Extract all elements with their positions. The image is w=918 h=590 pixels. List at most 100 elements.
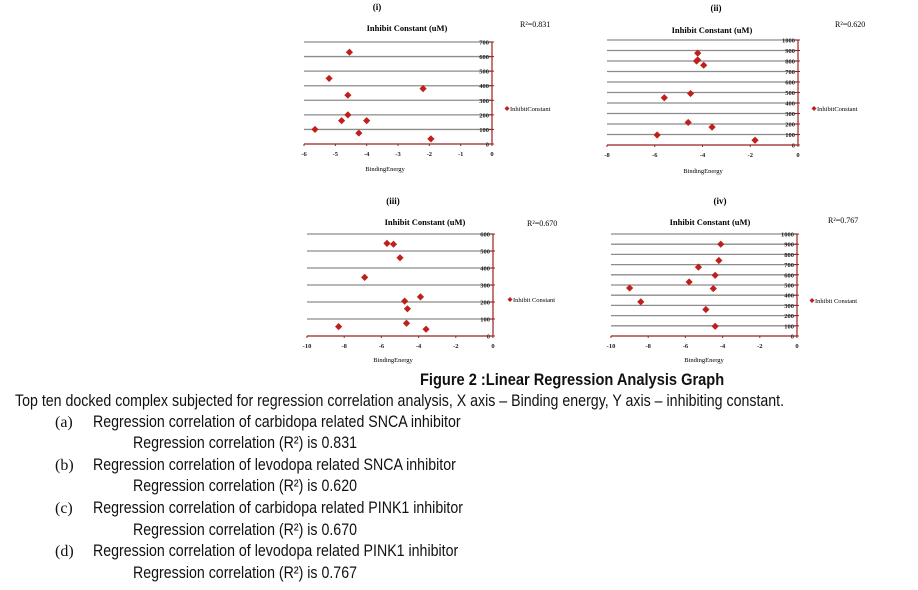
data-point (403, 305, 412, 313)
y-tick-label: 200 (480, 300, 490, 307)
figure-title: Figure 2 :Linear Regression Analysis Gra… (420, 370, 725, 389)
x-tick-label: -8 (645, 343, 651, 350)
x-tick-label: -10 (303, 343, 312, 350)
item-label: (b) (55, 457, 74, 474)
data-point (383, 239, 391, 247)
y-tick-label: 500 (785, 90, 795, 97)
y-tick-label: 200 (785, 122, 795, 129)
item-sub: Regression correlation (R²) is 0.620 (133, 477, 357, 495)
y-tick-label: 0 (487, 334, 490, 341)
item-label: (d) (55, 543, 74, 560)
x-tick-label: -2 (748, 152, 753, 159)
x-tick-label: -6 (301, 151, 307, 158)
y-tick-label: 400 (784, 293, 794, 300)
data-point (717, 240, 725, 248)
y-tick-label: 300 (479, 98, 489, 105)
x-tick-label: 0 (795, 343, 798, 350)
y-tick-label: 700 (479, 40, 489, 47)
x-tick-label: -1 (458, 151, 463, 158)
item-text: Regression correlation of levodopa relat… (93, 542, 459, 560)
y-tick-label: 900 (785, 48, 795, 55)
data-point (344, 111, 352, 119)
legend-marker (504, 106, 510, 111)
item-sub: Regression correlation (R²) is 0.767 (133, 564, 357, 582)
y-tick-label: 200 (479, 112, 489, 119)
x-tick-label: -4 (416, 343, 422, 350)
regression-charts: (i) Inhibit Constant (uM) R²=0.831 0 100 200 3… (301, 2, 865, 364)
data-point (345, 48, 354, 56)
y-tick-label: 1000 (781, 232, 794, 239)
chart-title: Inhibit Constant (uM) (367, 23, 448, 33)
data-point (694, 49, 702, 57)
x-axis-label: BindingEnergy (683, 168, 723, 175)
x-tick-label: -10 (607, 343, 616, 350)
y-tick-label: 0 (792, 143, 795, 150)
data-point (402, 319, 411, 327)
x-axis-label: BindingEnergy (373, 357, 413, 364)
data-point (325, 74, 333, 83)
legend-label: InhibitConstant (817, 106, 858, 113)
x-tick-label: -2 (757, 343, 762, 350)
data-point (637, 298, 645, 306)
data-point (685, 278, 693, 286)
x-tick-label: -6 (379, 343, 385, 350)
data-point (702, 305, 710, 314)
r2-value: R²=0.767 (828, 216, 858, 225)
item-text: Regression correlation of levodopa relat… (93, 456, 456, 474)
figure-description: Top ten docked complex subjected for reg… (15, 392, 785, 410)
panel-label: (iv) (714, 196, 727, 206)
y-tick-label: 400 (480, 266, 490, 273)
data-point (694, 263, 703, 271)
data-point (311, 125, 319, 134)
y-tick-label: 300 (784, 303, 794, 310)
y-tick-label: 100 (784, 323, 794, 330)
x-axis-label: BindingEnergy (365, 166, 405, 173)
y-tick-label: 300 (480, 283, 490, 290)
y-tick-label: 400 (479, 83, 489, 90)
x-tick-label: -2 (427, 151, 432, 158)
data-point (694, 56, 702, 64)
data-point (708, 123, 716, 131)
legend-label: Inhibit Constant (815, 298, 857, 305)
y-tick-label: 300 (785, 111, 795, 118)
x-tick-label: -4 (364, 151, 370, 158)
y-tick-label: 0 (791, 334, 794, 341)
item-text: Regression correlation of carbidopa rela… (93, 499, 463, 517)
y-tick-label: 1000 (782, 38, 795, 45)
y-tick-label: 500 (480, 249, 490, 256)
data-point (389, 240, 398, 248)
data-point (711, 322, 719, 330)
data-point (626, 284, 634, 292)
x-tick-label: -4 (700, 152, 706, 159)
y-tick-label: 700 (785, 69, 795, 76)
legend-label: Inhibit Constant (513, 297, 555, 304)
data-point (684, 118, 692, 127)
x-tick-label: -2 (453, 343, 458, 350)
x-tick-label: 0 (490, 151, 493, 158)
x-axis-label: BindingEnergy (684, 357, 724, 364)
y-tick-label: 500 (784, 283, 794, 290)
chart-title: Inhibit Constant (uM) (385, 217, 466, 227)
data-point (344, 91, 352, 99)
y-tick-label: 600 (479, 54, 489, 61)
x-tick-label: -4 (720, 343, 726, 350)
y-tick-label: 200 (784, 313, 794, 320)
x-tick-label: -6 (652, 152, 658, 159)
panel-label: (ii) (711, 3, 722, 13)
y-tick-label: 800 (784, 252, 794, 259)
item-text: Regression correlation of carbidopa rela… (93, 413, 461, 431)
y-tick-label: 100 (785, 132, 795, 139)
legend-marker (809, 298, 815, 303)
x-tick-label: -6 (683, 343, 689, 350)
data-point (422, 325, 430, 333)
legend-marker (507, 297, 513, 302)
x-tick-label: 0 (491, 343, 494, 350)
x-tick-label: -8 (341, 343, 347, 350)
y-tick-label: 400 (785, 101, 795, 108)
item-label: (c) (55, 500, 73, 517)
x-tick-label: 0 (796, 152, 799, 159)
x-tick-label: -8 (604, 152, 610, 159)
y-tick-label: 600 (480, 232, 490, 239)
r2-value: R²=0.670 (527, 219, 557, 228)
x-tick-label: -5 (333, 151, 339, 158)
